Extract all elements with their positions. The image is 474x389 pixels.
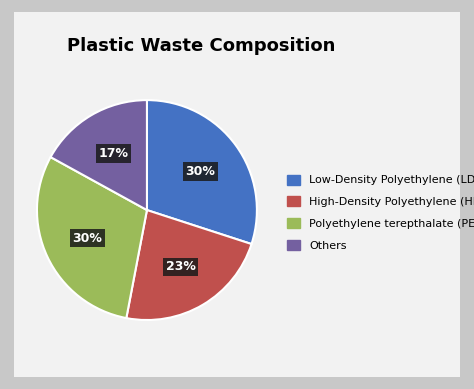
Text: 30%: 30% bbox=[73, 232, 102, 245]
Wedge shape bbox=[127, 210, 252, 320]
Legend: Low-Density Polyethylene (LDPE), High-Density Polyethylene (HDPE), Polyethylene : Low-Density Polyethylene (LDPE), High-De… bbox=[287, 175, 474, 251]
Wedge shape bbox=[37, 157, 147, 318]
Text: 17%: 17% bbox=[98, 147, 128, 160]
Text: 30%: 30% bbox=[185, 165, 215, 178]
FancyBboxPatch shape bbox=[5, 4, 469, 385]
Wedge shape bbox=[147, 100, 257, 244]
Wedge shape bbox=[51, 100, 147, 210]
Text: 23%: 23% bbox=[165, 260, 195, 273]
Text: Plastic Waste Composition: Plastic Waste Composition bbox=[67, 37, 336, 55]
